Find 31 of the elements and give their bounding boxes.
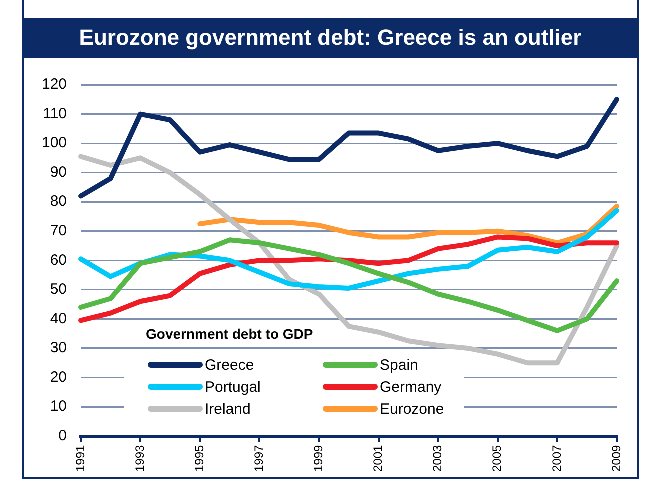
x-tick-label: 1991 (73, 444, 88, 472)
x-tick-label: 2005 (490, 444, 504, 472)
y-tick-label: 30 (50, 340, 68, 357)
y-tick-label: 100 (42, 134, 68, 152)
legend-label: Spain (380, 356, 418, 374)
y-tick-label: 70 (50, 222, 68, 240)
y-tick-label: 40 (50, 310, 68, 328)
x-tick-label: 2009 (609, 444, 624, 472)
x-tick-label: 1995 (192, 444, 206, 472)
y-tick-label: 60 (50, 252, 68, 269)
legend-label: Greece (205, 356, 254, 374)
x-tick-label: 1997 (252, 444, 266, 472)
chart-title: Eurozone government debt: Greece is an outlier (24, 18, 637, 58)
y-tick-label: 10 (50, 398, 68, 416)
x-tick-label: 2003 (430, 444, 445, 472)
x-tick-label: 2001 (371, 444, 386, 472)
y-tick-label: 0 (58, 427, 68, 444)
legend-label: Portugal (205, 378, 261, 396)
x-tick-label: 1993 (132, 444, 147, 472)
y-tick-label: 120 (42, 76, 68, 94)
x-tick-label: 2007 (550, 444, 564, 472)
y-tick-label: 50 (50, 281, 68, 298)
legend-label: Germany (380, 378, 442, 396)
legend-label: Eurozone (380, 400, 444, 418)
y-tick-label: 80 (50, 193, 68, 210)
x-tick-label: 1999 (312, 444, 326, 472)
legend-title: Government debt to GDP (146, 326, 314, 342)
y-tick-label: 110 (43, 105, 68, 122)
y-tick-label: 90 (50, 164, 68, 181)
legend-label: Ireland (205, 400, 251, 418)
y-tick-label: 20 (50, 368, 68, 386)
